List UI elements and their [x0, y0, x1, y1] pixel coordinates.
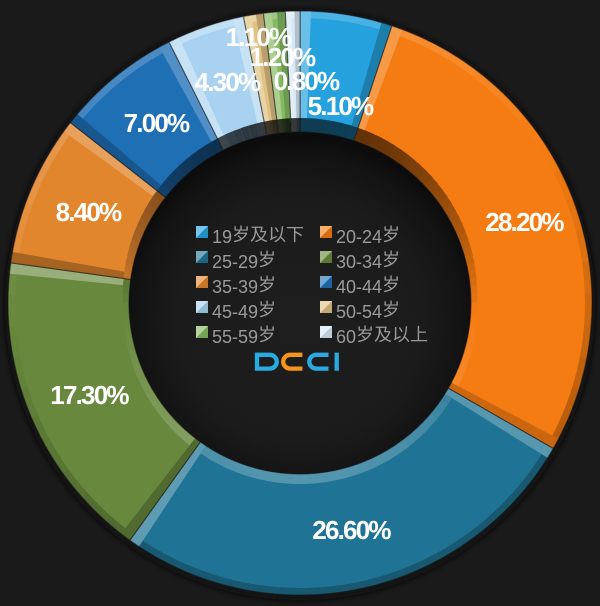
svg-text:5.10%: 5.10% — [308, 91, 374, 121]
svg-text:19: 19 — [212, 227, 232, 247]
svg-text:1.10%: 1.10% — [226, 22, 292, 52]
svg-text:4.30%: 4.30% — [195, 67, 261, 97]
svg-text:60: 60 — [336, 327, 356, 347]
svg-text:25-29: 25-29 — [212, 252, 258, 272]
svg-text:20-24: 20-24 — [336, 227, 382, 247]
svg-text:40-44: 40-44 — [336, 277, 382, 297]
svg-text:7.00%: 7.00% — [124, 108, 190, 138]
svg-text:55-59: 55-59 — [212, 327, 258, 347]
svg-text:1.20%: 1.20% — [250, 42, 316, 72]
svg-text:30-34: 30-34 — [336, 252, 382, 272]
svg-text:17.30%: 17.30% — [50, 380, 129, 410]
svg-text:35-39: 35-39 — [212, 277, 258, 297]
svg-text:50-54: 50-54 — [336, 302, 382, 322]
svg-text:8.40%: 8.40% — [56, 197, 122, 227]
svg-text:45-49: 45-49 — [212, 302, 258, 322]
svg-text:28.20%: 28.20% — [485, 207, 564, 237]
svg-text:0.80%: 0.80% — [274, 66, 340, 96]
svg-text:26.60%: 26.60% — [312, 515, 391, 545]
